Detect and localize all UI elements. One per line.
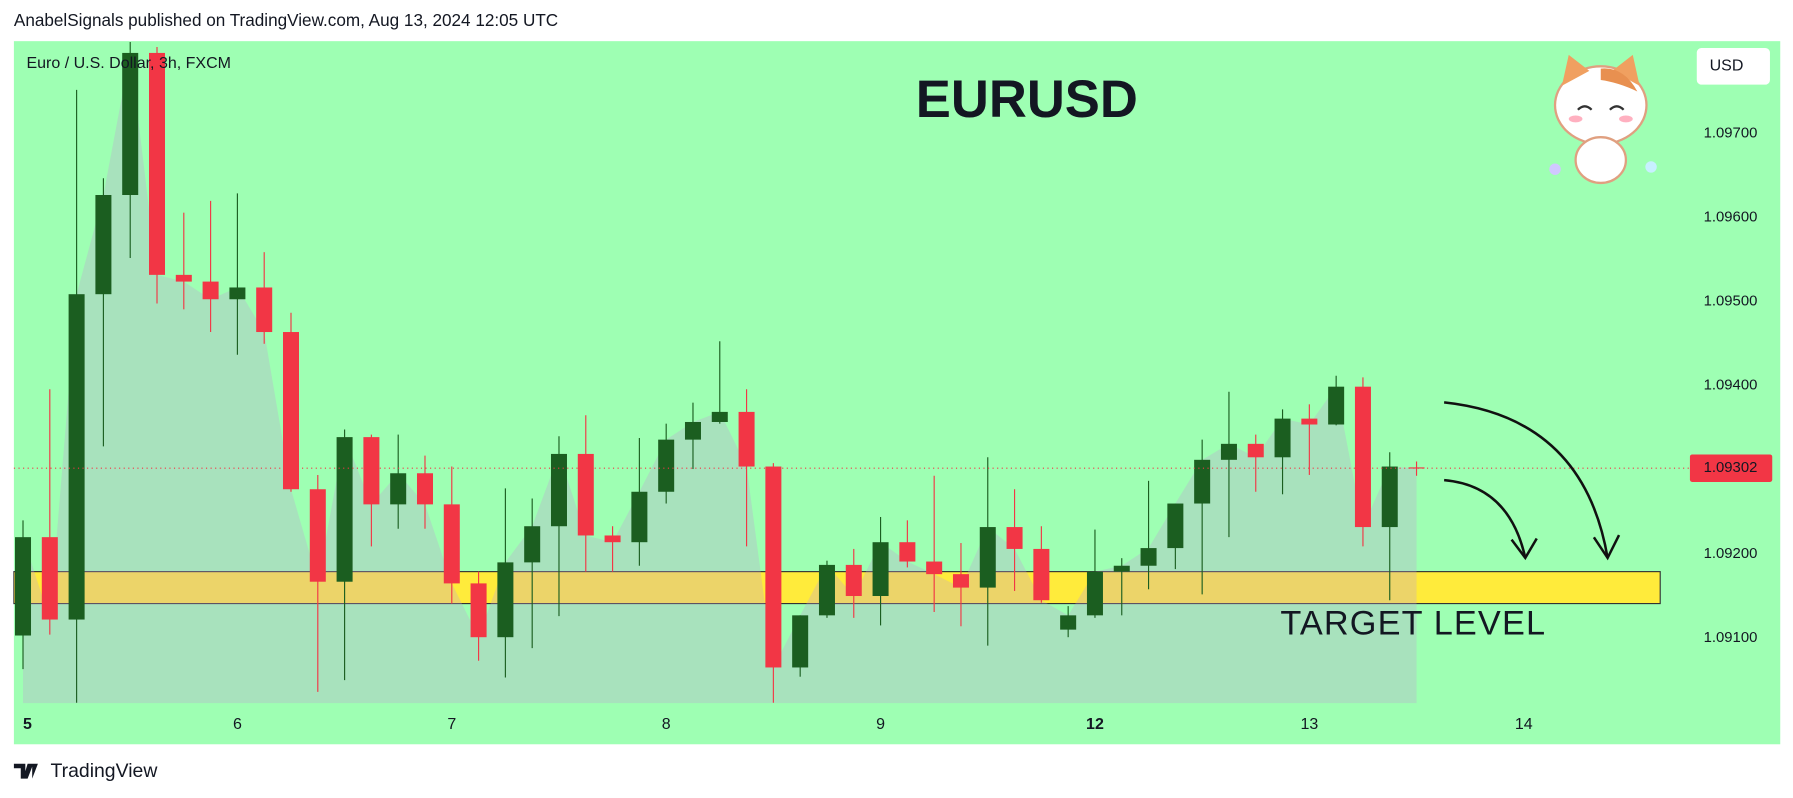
- chart-panel: [13, 41, 1781, 745]
- candle-body: [1408, 467, 1425, 469]
- candle-body: [845, 564, 862, 597]
- y-tick-label: 1.09100: [1704, 630, 1758, 646]
- chart-title: EURUSD: [916, 70, 1138, 129]
- symbol-legend: Euro / U.S. Dollar, 3h, FXCM: [26, 55, 231, 72]
- candle-body: [336, 437, 353, 582]
- candle-body: [604, 535, 621, 543]
- candle-body: [631, 491, 648, 543]
- last-price-label: 1.09302: [1704, 460, 1758, 476]
- candle-body: [390, 473, 407, 505]
- candle-body: [1274, 418, 1291, 458]
- candle-body: [122, 52, 139, 196]
- candle-body: [95, 195, 112, 295]
- candle-body: [15, 537, 32, 636]
- y-tick-label: 1.09600: [1704, 210, 1758, 226]
- currency-button[interactable]: [1696, 48, 1770, 85]
- candle-body: [1301, 418, 1318, 425]
- candle-body: [658, 439, 675, 492]
- candle-body: [1167, 503, 1184, 549]
- last-price-box: [1689, 454, 1773, 482]
- candle-body: [175, 274, 192, 282]
- candle-body: [202, 281, 219, 300]
- candle-body: [1140, 548, 1157, 566]
- candle-body: [818, 564, 835, 616]
- candle-body: [577, 453, 594, 536]
- candle-body: [309, 489, 326, 582]
- candle-body: [926, 561, 943, 575]
- y-tick-label: 1.09200: [1704, 546, 1758, 562]
- y-tick-label: 1.09700: [1704, 126, 1758, 142]
- candle-body: [256, 287, 273, 333]
- candle-body: [872, 542, 889, 597]
- x-tick-label: 9: [876, 716, 885, 733]
- x-tick-label: 5: [23, 716, 32, 733]
- x-tick-label: 6: [233, 716, 242, 733]
- candle-body: [684, 421, 701, 440]
- candle-body: [497, 562, 514, 638]
- x-tick-label: 8: [662, 716, 671, 733]
- candle-body: [1033, 548, 1050, 601]
- publish-header: AnabelSignals published on TradingView.c…: [14, 10, 558, 30]
- footer-brand: TradingView: [50, 760, 158, 782]
- candle-body: [979, 527, 996, 588]
- candle-body: [229, 287, 246, 300]
- candle-body: [416, 473, 433, 505]
- candle-body: [524, 526, 541, 563]
- x-tick-label: 12: [1086, 716, 1104, 733]
- x-tick-label: 14: [1515, 716, 1533, 733]
- candle-body: [149, 52, 166, 275]
- candle-body: [1086, 571, 1103, 616]
- candle-body: [952, 574, 969, 588]
- candle-body: [550, 453, 567, 527]
- candle-body: [1220, 443, 1237, 460]
- candle-body: [899, 542, 916, 562]
- x-tick-label: 13: [1300, 716, 1318, 733]
- candle-body: [282, 332, 300, 490]
- candle-body: [470, 583, 487, 638]
- candle-body: [1113, 565, 1130, 572]
- candle-body: [41, 537, 58, 620]
- candle-body: [443, 504, 460, 584]
- plot: TARGET LEVEL1.091001.092001.093001.09400…: [13, 41, 1773, 733]
- candle-body: [711, 411, 728, 422]
- footer-logo: TradingView: [13, 760, 158, 782]
- candle-body: [765, 466, 782, 668]
- candle-body: [1006, 527, 1023, 549]
- target-zone: [13, 571, 1661, 605]
- candle-body: [1060, 615, 1077, 630]
- candle-body: [792, 615, 809, 668]
- candle-body: [1247, 443, 1264, 458]
- candle-body: [1194, 459, 1211, 504]
- candle-body: [1354, 386, 1371, 528]
- candle-body: [1328, 386, 1345, 425]
- y-tick-label: 1.09400: [1704, 378, 1758, 394]
- target-label: TARGET LEVEL: [1280, 604, 1546, 642]
- arrows: [1443, 401, 1621, 561]
- candle-body: [738, 411, 755, 467]
- y-tick-label: 1.09500: [1704, 294, 1758, 310]
- x-tick-label: 7: [447, 716, 456, 733]
- sticker: [1549, 54, 1657, 185]
- candle-body: [363, 437, 380, 505]
- candle-body: [1381, 466, 1398, 528]
- currency-label[interactable]: USD: [1710, 58, 1744, 75]
- candle-body: [68, 294, 85, 620]
